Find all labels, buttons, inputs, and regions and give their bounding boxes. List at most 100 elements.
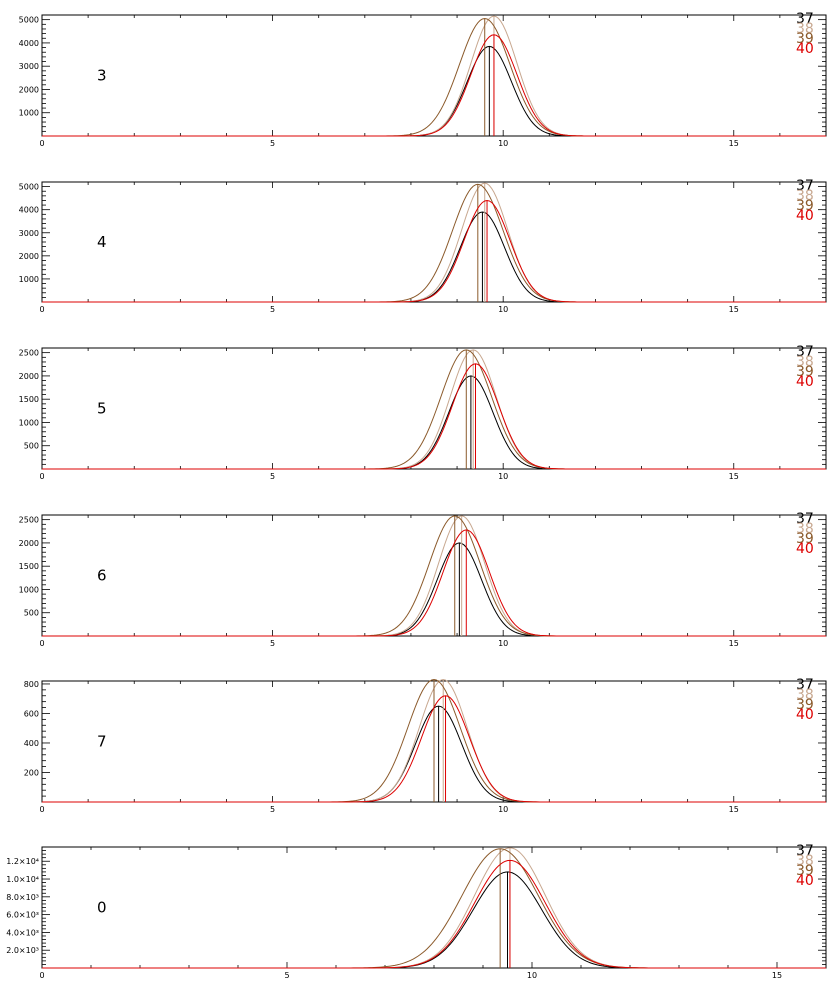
y-tick-label: 6.0×10³ (6, 911, 39, 920)
legend-entry-39: 39 (796, 697, 814, 713)
chart-panel-0: 0 5 10 15 2.0×10³ 4.0×10³ 6.0×10³ 8.0×10³ 1.0×10… (6, 843, 827, 980)
series-line-39 (309, 349, 826, 470)
x-tick-label: 10 (498, 139, 508, 148)
legend-entry-37: 37 (796, 344, 814, 360)
series-line-38 (374, 182, 826, 303)
x-tick-label: 0 (39, 305, 44, 314)
panel-label: 0 (97, 899, 107, 917)
y-tick-label: 5000 (19, 183, 39, 192)
panel-label: 3 (97, 67, 107, 85)
y-tick-label: 400 (24, 739, 39, 748)
plot-frame (41, 347, 827, 470)
x-tick-label: 0 (39, 971, 44, 980)
legend-entry-38: 38 (796, 521, 814, 537)
legend-entry-39: 39 (796, 364, 814, 380)
legend-entry-38: 38 (796, 188, 814, 204)
legend-entry-38: 38 (796, 354, 814, 370)
plot-frame (41, 14, 827, 137)
y-tick-label: 1500 (19, 562, 39, 571)
series-line-40 (42, 363, 826, 470)
x-tick-label: 5 (270, 472, 275, 481)
series-line-38 (309, 349, 826, 470)
x-tick-label: 5 (270, 639, 275, 648)
panel-label: 6 (97, 567, 107, 585)
legend-entry-40: 40 (796, 873, 814, 889)
plot-frame (41, 514, 827, 637)
y-tick-label: 200 (24, 768, 39, 777)
x-tick-label: 10 (527, 971, 537, 980)
y-tick-label: 1.2×10⁴ (6, 857, 39, 866)
y-tick-label: 800 (24, 680, 39, 689)
legend-entry-38: 38 (796, 687, 814, 703)
series-line-40 (42, 859, 826, 969)
legend-entry-40: 40 (796, 208, 814, 224)
y-tick-label: 2500 (19, 349, 39, 358)
legend-entry-39: 39 (796, 31, 814, 47)
x-tick-label: 0 (39, 472, 44, 481)
y-tick-label: 3000 (19, 229, 39, 238)
x-tick-label: 15 (729, 639, 739, 648)
series-line-40 (42, 199, 826, 303)
y-tick-label: 500 (24, 609, 39, 618)
x-tick-label: 5 (270, 305, 275, 314)
series-line-40 (42, 529, 826, 637)
x-tick-label: 10 (498, 639, 508, 648)
legend-entry-37: 37 (796, 11, 814, 27)
x-tick-label: 10 (498, 305, 508, 314)
x-tick-label: 5 (284, 971, 289, 980)
x-tick-label: 5 (270, 805, 275, 814)
y-tick-label: 4000 (19, 206, 39, 215)
series-line-37 (157, 45, 826, 137)
y-tick-label: 1000 (19, 109, 39, 118)
x-tick-label: 0 (39, 139, 44, 148)
series-line-37 (134, 542, 826, 637)
y-tick-label: 2500 (19, 516, 39, 525)
legend-entry-40: 40 (796, 707, 814, 723)
x-tick-label: 15 (729, 305, 739, 314)
plot-frame (41, 846, 827, 969)
series-line-40 (42, 695, 826, 803)
y-tick-label: 2000 (19, 252, 39, 261)
x-tick-label: 0 (39, 639, 44, 648)
y-tick-label: 1000 (19, 585, 39, 594)
x-tick-label: 10 (498, 472, 508, 481)
legend-entry-39: 39 (796, 531, 814, 547)
x-tick-label: 10 (498, 805, 508, 814)
x-tick-label: 15 (729, 805, 739, 814)
y-tick-label: 1500 (19, 395, 39, 404)
series-line-37 (134, 705, 826, 803)
x-tick-label: 0 (39, 805, 44, 814)
y-tick-label: 3000 (19, 62, 39, 71)
y-tick-label: 4000 (19, 39, 39, 48)
legend-entry-37: 37 (796, 843, 814, 859)
y-tick-label: 500 (24, 442, 39, 451)
y-tick-label: 2000 (19, 539, 39, 548)
x-tick-label: 15 (729, 139, 739, 148)
y-tick-label: 2.0×10³ (6, 946, 39, 955)
x-tick-label: 5 (270, 139, 275, 148)
y-tick-label: 1000 (19, 275, 39, 284)
y-tick-label: 600 (24, 709, 39, 718)
y-tick-label: 2000 (19, 85, 39, 94)
plot-frame (41, 181, 827, 303)
series-line-40 (42, 34, 826, 137)
y-tick-label: 2000 (19, 372, 39, 381)
y-tick-label: 4.0×10³ (6, 928, 39, 937)
legend-entry-40: 40 (796, 41, 814, 57)
panel-label: 4 (97, 233, 107, 251)
legend-entry-38: 38 (796, 853, 814, 869)
panel-label: 5 (97, 400, 107, 418)
legend-entry-39: 39 (796, 198, 814, 214)
y-tick-label: 1000 (19, 418, 39, 427)
series-line-37 (309, 375, 826, 470)
legend-entry-37: 37 (796, 677, 814, 693)
legend-entry-38: 38 (796, 21, 814, 37)
series-line-39 (337, 848, 826, 969)
legend-entry-39: 39 (796, 863, 814, 879)
legend-entry-40: 40 (796, 374, 814, 390)
